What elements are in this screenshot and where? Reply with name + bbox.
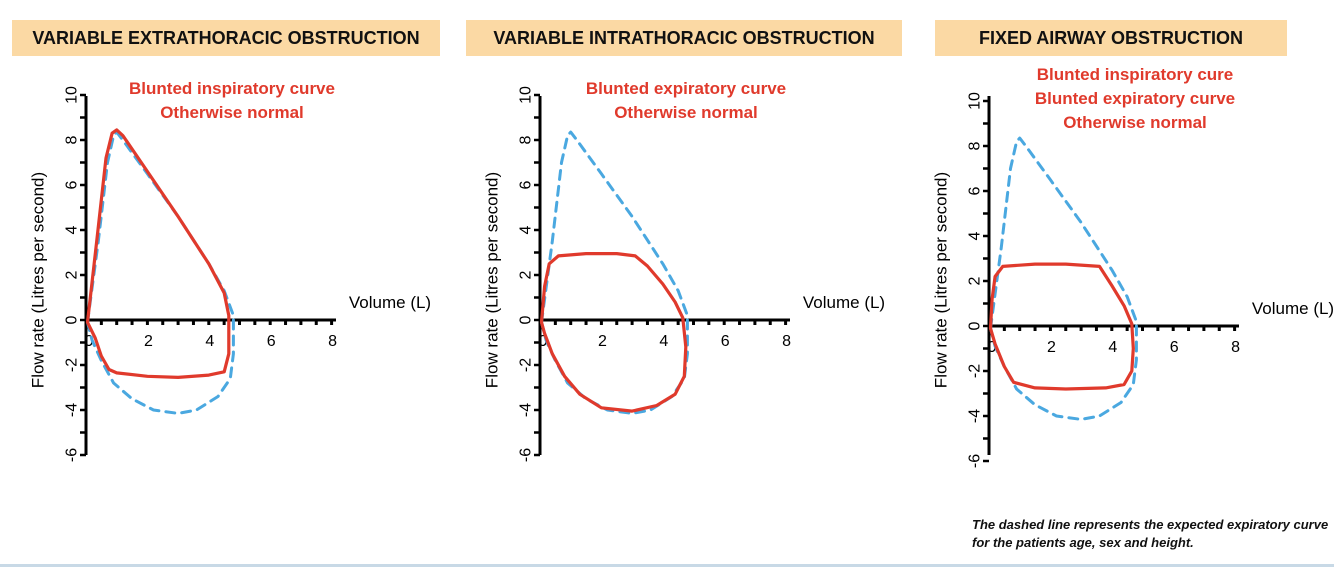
y-tick-label: 0 — [967, 321, 984, 330]
y-tick-label: 0 — [518, 315, 535, 324]
bottom-divider — [0, 564, 1334, 567]
y-tick-label: 8 — [64, 135, 81, 144]
x-tick-label: 6 — [267, 333, 276, 350]
x-tick-label: 6 — [721, 333, 730, 350]
expected-curve-dashed — [989, 136, 1138, 421]
panel-extrathoracic: VARIABLE EXTRATHORACIC OBSTRUCTION Blunt… — [12, 0, 440, 500]
panel-title: VARIABLE INTRATHORACIC OBSTRUCTION — [466, 20, 902, 56]
y-axis-title: Flow rate (Litres per second) — [483, 172, 502, 388]
x-axis-title: Volume (L) — [349, 293, 431, 312]
x-tick-label: 0 — [85, 333, 94, 350]
x-tick-label: 8 — [782, 333, 791, 350]
y-tick-label: -4 — [64, 403, 81, 417]
panel-title: FIXED AIRWAY OBSTRUCTION — [935, 20, 1287, 56]
y-tick-label: 10 — [967, 92, 984, 110]
annotation-text: Blunted inspiratory curve — [129, 79, 335, 98]
y-tick-label: -2 — [64, 358, 81, 372]
y-tick-label: 6 — [64, 180, 81, 189]
flow-volume-chart: Blunted inspiratory curve Otherwise norma… — [29, 79, 432, 462]
x-axis-title: Volume (L) — [1252, 299, 1334, 318]
y-tick-label: -2 — [518, 358, 535, 372]
y-tick-label: 8 — [518, 135, 535, 144]
y-tick-label: 4 — [967, 231, 984, 240]
patient-curve-solid — [85, 128, 231, 379]
y-tick-label: 4 — [64, 225, 81, 234]
y-tick-label: -4 — [967, 409, 984, 423]
y-tick-label: 2 — [64, 270, 81, 279]
x-tick-label: 4 — [659, 333, 668, 350]
flow-volume-chart: Blunted inspiratory cure Blunted expirato… — [932, 65, 1334, 468]
expected-curve-dashed — [86, 130, 235, 415]
footnote: The dashed line represents the expected … — [972, 517, 1329, 550]
x-tick-label: 2 — [144, 333, 153, 350]
x-axis-title: Volume (L) — [803, 293, 885, 312]
x-tick-label: 4 — [205, 333, 214, 350]
panel-title: VARIABLE EXTRATHORACIC OBSTRUCTION — [12, 20, 440, 56]
y-tick-label: -6 — [64, 448, 81, 462]
y-tick-label: -6 — [967, 454, 984, 468]
flow-volume-chart: Blunted expiratory curve Otherwise normal… — [483, 79, 886, 462]
y-axis-title: Flow rate (Litres per second) — [29, 172, 48, 388]
y-tick-label: 6 — [518, 180, 535, 189]
y-tick-label: -4 — [518, 403, 535, 417]
x-tick-label: 8 — [1231, 339, 1240, 356]
x-tick-label: 2 — [1047, 339, 1056, 356]
y-tick-label: 10 — [518, 86, 535, 104]
patient-curve-solid — [539, 252, 688, 413]
annotation-text: Blunted expiratory curve — [586, 79, 786, 98]
annotation-text: Blunted inspiratory cure — [1037, 65, 1233, 84]
x-tick-label: 0 — [988, 339, 997, 356]
annotation-text: Otherwise normal — [160, 103, 304, 122]
patient-curve-solid — [988, 262, 1135, 391]
x-tick-label: 4 — [1108, 339, 1117, 356]
y-tick-label: 10 — [64, 86, 81, 104]
y-tick-label: -6 — [518, 448, 535, 462]
panel-fixed-airway: FIXED AIRWAY OBSTRUCTION Blunted inspira… — [915, 0, 1334, 500]
annotation-text: Otherwise normal — [614, 103, 758, 122]
x-tick-label: 2 — [598, 333, 607, 350]
x-tick-label: 6 — [1170, 339, 1179, 356]
y-tick-label: 4 — [518, 225, 535, 234]
y-tick-label: 2 — [967, 276, 984, 285]
annotation-text: Blunted expiratory curve — [1035, 89, 1235, 108]
y-tick-label: 2 — [518, 270, 535, 279]
y-tick-label: 0 — [64, 315, 81, 324]
y-tick-label: 8 — [967, 141, 984, 150]
y-tick-label: 6 — [967, 186, 984, 195]
x-tick-label: 0 — [539, 333, 548, 350]
x-tick-label: 8 — [328, 333, 337, 350]
y-tick-label: -2 — [967, 364, 984, 378]
y-axis-title: Flow rate (Litres per second) — [932, 172, 951, 388]
panel-intrathoracic: VARIABLE INTRATHORACIC OBSTRUCTION Blunt… — [466, 0, 902, 500]
annotation-text: Otherwise normal — [1063, 113, 1207, 132]
